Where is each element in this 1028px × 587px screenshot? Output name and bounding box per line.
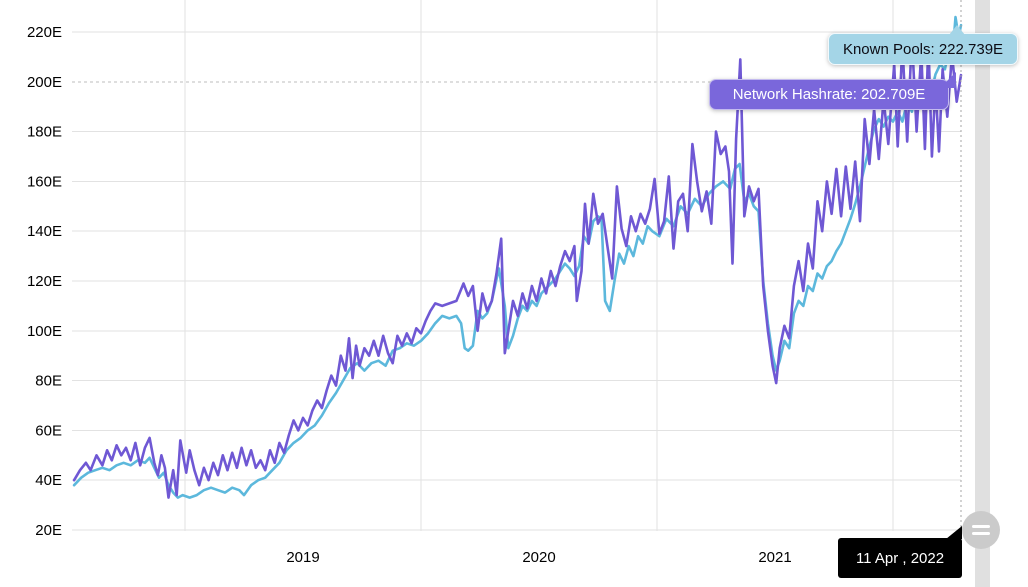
- tooltip-pointer-icon: [949, 25, 965, 35]
- tooltip-known-pools-label: Known Pools: 222.739E: [842, 40, 1004, 58]
- tooltip-date: 11 Apr , 2022: [838, 526, 962, 578]
- tooltip-network-hashrate-label: Network Hashrate: 202.709E: [732, 86, 926, 103]
- y-axis-tick-label: 80E: [35, 373, 62, 390]
- tooltip-date-label: 11 Apr , 2022: [855, 549, 945, 567]
- y-axis-tick-label: 180E: [27, 124, 62, 141]
- y-axis-tick-label: 20E: [35, 522, 62, 539]
- y-axis-tick-label: 200E: [27, 74, 62, 91]
- tooltip-known-pools: Known Pools: 222.739E: [828, 25, 1018, 65]
- y-axis-tick-label: 140E: [27, 223, 62, 240]
- y-axis-tick-label: 120E: [27, 273, 62, 290]
- known-pools-line: [72, 15, 963, 499]
- y-axis-tick-label: 220E: [27, 24, 62, 41]
- x-axis-tick-label: 2020: [522, 549, 555, 566]
- scrollbar-grip-handle[interactable]: [962, 511, 1000, 549]
- y-axis-tick-label: 40E: [35, 472, 62, 489]
- grip-line-icon: [972, 532, 990, 535]
- y-axis-tick-label: 100E: [27, 323, 62, 340]
- network-hashrate-line: [72, 35, 963, 499]
- y-axis-tick-label: 160E: [27, 173, 62, 190]
- value-axis-scrollbar[interactable]: [975, 0, 990, 587]
- x-axis-tick-label: 2021: [758, 549, 791, 566]
- grip-line-icon: [972, 525, 990, 528]
- tooltip-network-hashrate: Network Hashrate: 202.709E: [709, 72, 956, 110]
- x-axis-tick-label: 2019: [286, 549, 319, 566]
- y-axis-tick-label: 60E: [35, 422, 62, 439]
